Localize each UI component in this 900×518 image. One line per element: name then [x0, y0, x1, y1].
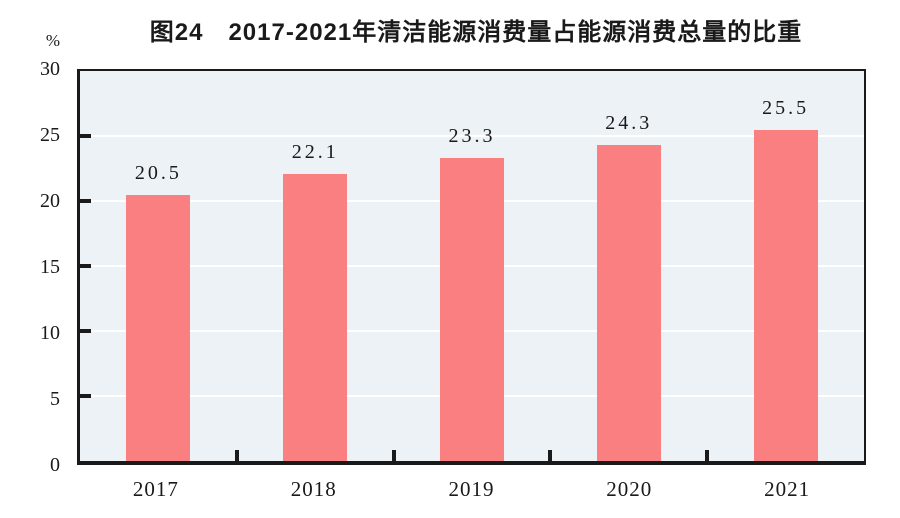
x-tick-label: 2017: [132, 477, 179, 501]
chart-title: 图24 2017-2021年清洁能源消费量占能源消费总量的比重: [149, 19, 803, 46]
y-tick-label: 25: [40, 123, 60, 146]
y-tick-label: 20: [40, 189, 60, 212]
y-axis-tick: [80, 328, 91, 333]
gridline: [80, 134, 864, 137]
bar-value-label: 23.3: [448, 125, 496, 148]
bar: [440, 158, 504, 461]
x-axis-tick: [705, 450, 710, 461]
y-axis-unit-label: %: [45, 31, 61, 50]
bar: [753, 129, 818, 461]
x-axis: 2017 2018 2019 2020 2021: [77, 477, 866, 513]
y-axis-tick: [80, 264, 91, 268]
x-axis-tick: [234, 450, 239, 461]
y-tick-label: 15: [40, 256, 60, 278]
bar: [283, 173, 348, 461]
x-axis-tick: [391, 450, 396, 461]
x-tick-label: 2018: [290, 477, 337, 501]
x-tick-label: 2020: [606, 477, 653, 501]
y-axis-tick: [80, 198, 91, 203]
bar-value-label: 25.5: [762, 96, 810, 119]
bar-value-label: 22.1: [291, 140, 339, 163]
x-tick-label: 2021: [764, 477, 811, 501]
plot-area: 20.5 22.1 23.3 24.3 25.5: [77, 69, 866, 465]
y-tick-label: 30: [40, 58, 60, 80]
y-tick-label: 0: [50, 454, 60, 476]
bar-value-label: 20.5: [134, 161, 182, 184]
y-tick-label: 5: [50, 388, 60, 410]
bar: [596, 145, 661, 461]
y-axis: 0 5 10 15 20 25 30: [0, 59, 66, 475]
y-axis-tick: [80, 133, 91, 138]
y-tick-label: 10: [40, 321, 60, 344]
y-axis-tick: [80, 394, 91, 398]
x-axis-tick: [548, 450, 553, 461]
x-tick-label: 2019: [448, 477, 495, 501]
bar: [126, 194, 191, 461]
bar-value-label: 24.3: [605, 112, 653, 135]
